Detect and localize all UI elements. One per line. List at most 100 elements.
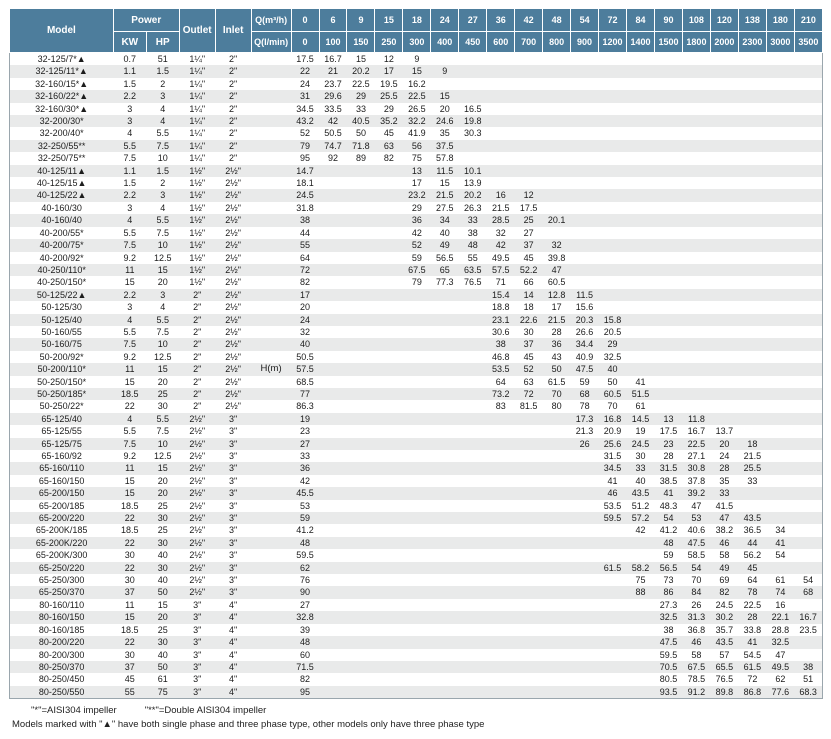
head-value-cell xyxy=(598,598,627,612)
head-value-cell xyxy=(458,487,487,500)
head-value-cell xyxy=(319,387,347,401)
head-value-cell xyxy=(319,660,347,674)
head-value-cell: 41 xyxy=(598,474,627,488)
head-value-cell: 47 xyxy=(542,263,571,277)
pump-row: 50-125/22▲ 2.2 3 2" 2½" 17 15.4 14 12.8 11.5 xyxy=(9,288,823,302)
flow-lmin-value: 3500 xyxy=(793,31,824,53)
model-cell: 32-250/75** xyxy=(9,152,114,165)
head-value-cell xyxy=(514,487,543,500)
pump-row: 80-250/550 55 75 3" 4" 95 93.5 91.2 89.8 86.8 77.6… xyxy=(9,685,823,699)
head-value-cell: 78 xyxy=(738,586,767,599)
head-value-cell xyxy=(570,685,599,699)
head-value-cell: 46.8 xyxy=(486,350,515,364)
head-value-cell xyxy=(430,350,459,364)
head-value-cell xyxy=(430,450,459,463)
head-value-cell: 38 xyxy=(654,623,683,637)
head-value-cell xyxy=(626,77,655,91)
hp-cell: 25 xyxy=(146,499,180,513)
head-value-cell xyxy=(766,164,795,178)
head-value-cell xyxy=(570,487,599,500)
pump-row: 40-125/22▲ 2.2 3 1½" 2½" 24.5 23.2 21.5 20.2 16 12 xyxy=(9,189,823,202)
head-value-cell xyxy=(738,201,767,215)
head-value-cell xyxy=(486,152,515,165)
head-value-cell xyxy=(710,115,739,128)
head-value-cell xyxy=(430,487,459,500)
kw-cell: 37 xyxy=(113,586,147,599)
head-value-cell xyxy=(766,251,795,264)
head-value-cell: 88 xyxy=(626,586,655,599)
head-value-cell xyxy=(598,623,627,637)
head-value-cell: 63.5 xyxy=(458,263,487,277)
head-value-cell: 77 xyxy=(291,387,320,401)
head-value-cell: 21.5 xyxy=(542,313,571,326)
hp-cell: 15 xyxy=(146,598,180,612)
inlet-cell: 2½" xyxy=(215,387,252,401)
head-value-cell: 79 xyxy=(291,139,320,153)
head-value-cell xyxy=(626,648,655,661)
head-value-cell xyxy=(319,251,347,264)
head-value-cell xyxy=(319,549,347,562)
h-unit-cell xyxy=(251,512,292,525)
head-value-cell xyxy=(486,437,515,450)
flow-lmin-value: 1200 xyxy=(598,31,628,53)
head-value-cell xyxy=(319,313,347,326)
head-value-cell xyxy=(319,648,347,661)
head-value-cell xyxy=(654,301,683,314)
outlet-cell: 1½" xyxy=(179,201,216,215)
head-value-cell xyxy=(682,102,711,116)
head-value-cell xyxy=(626,549,655,562)
head-value-cell: 90 xyxy=(291,586,320,599)
head-value-cell xyxy=(319,412,347,426)
head-value-cell xyxy=(430,636,459,649)
head-value-cell xyxy=(346,524,375,537)
head-value-cell: 45.5 xyxy=(291,487,320,500)
hp-cell: 4 xyxy=(146,301,180,314)
head-value-cell: 23 xyxy=(291,425,320,438)
hp-cell: 75 xyxy=(146,685,180,699)
head-value-cell xyxy=(682,400,711,413)
inlet-cell: 2" xyxy=(215,52,252,66)
head-value-cell xyxy=(654,77,683,91)
head-value-cell: 47 xyxy=(682,499,711,513)
head-value-cell xyxy=(374,660,403,674)
head-value-cell xyxy=(486,127,515,140)
head-value-cell xyxy=(514,536,543,550)
head-value-cell xyxy=(514,152,543,165)
head-value-cell: 61 xyxy=(626,400,655,413)
head-value-cell xyxy=(458,598,487,612)
head-value-cell: 72 xyxy=(514,387,543,401)
head-value-cell: 69 xyxy=(710,574,739,587)
pump-row: 80-160/150 15 20 3" 4" 32.8 32.5 31.3 30.2 28 22.1… xyxy=(9,611,823,624)
head-value-cell: 64 xyxy=(738,574,767,587)
head-value-cell: 9 xyxy=(430,65,459,78)
pump-row: 65-250/300 30 40 2½" 3" 76 75 73 70 69 64 61 54 xyxy=(9,574,823,587)
head-value-cell xyxy=(402,499,431,513)
head-value-cell: 74 xyxy=(766,586,795,599)
head-value-cell: 82 xyxy=(291,673,320,686)
head-value-cell xyxy=(626,263,655,277)
head-value-cell xyxy=(738,177,767,190)
head-value-cell: 17.5 xyxy=(291,52,320,66)
hp-cell: 15 xyxy=(146,263,180,277)
head-value-cell: 32.8 xyxy=(291,611,320,624)
head-value-cell xyxy=(598,673,627,686)
head-value-cell xyxy=(626,201,655,215)
head-value-cell: 29.6 xyxy=(319,90,347,103)
head-value-cell: 56.5 xyxy=(654,561,683,575)
head-value-cell: 25.6 xyxy=(598,437,627,450)
flow-lmin-value: 250 xyxy=(374,31,404,53)
head-value-cell xyxy=(430,375,459,388)
head-value-cell: 12 xyxy=(514,189,543,202)
head-value-cell xyxy=(458,425,487,438)
pump-row: 32-200/40* 4 5.5 1¼" 2" 52 50.5 50 45 41.9 35 30.3 xyxy=(9,127,823,140)
head-value-cell: 26 xyxy=(570,437,599,450)
head-value-cell: 21.5 xyxy=(738,450,767,463)
head-value-cell xyxy=(374,487,403,500)
head-value-cell xyxy=(766,201,795,215)
head-value-cell: 13 xyxy=(654,412,683,426)
head-value-cell: 75 xyxy=(626,574,655,587)
head-value-cell xyxy=(570,636,599,649)
head-value-cell xyxy=(346,412,375,426)
head-value-cell xyxy=(570,102,599,116)
hp-cell: 4 xyxy=(146,201,180,215)
